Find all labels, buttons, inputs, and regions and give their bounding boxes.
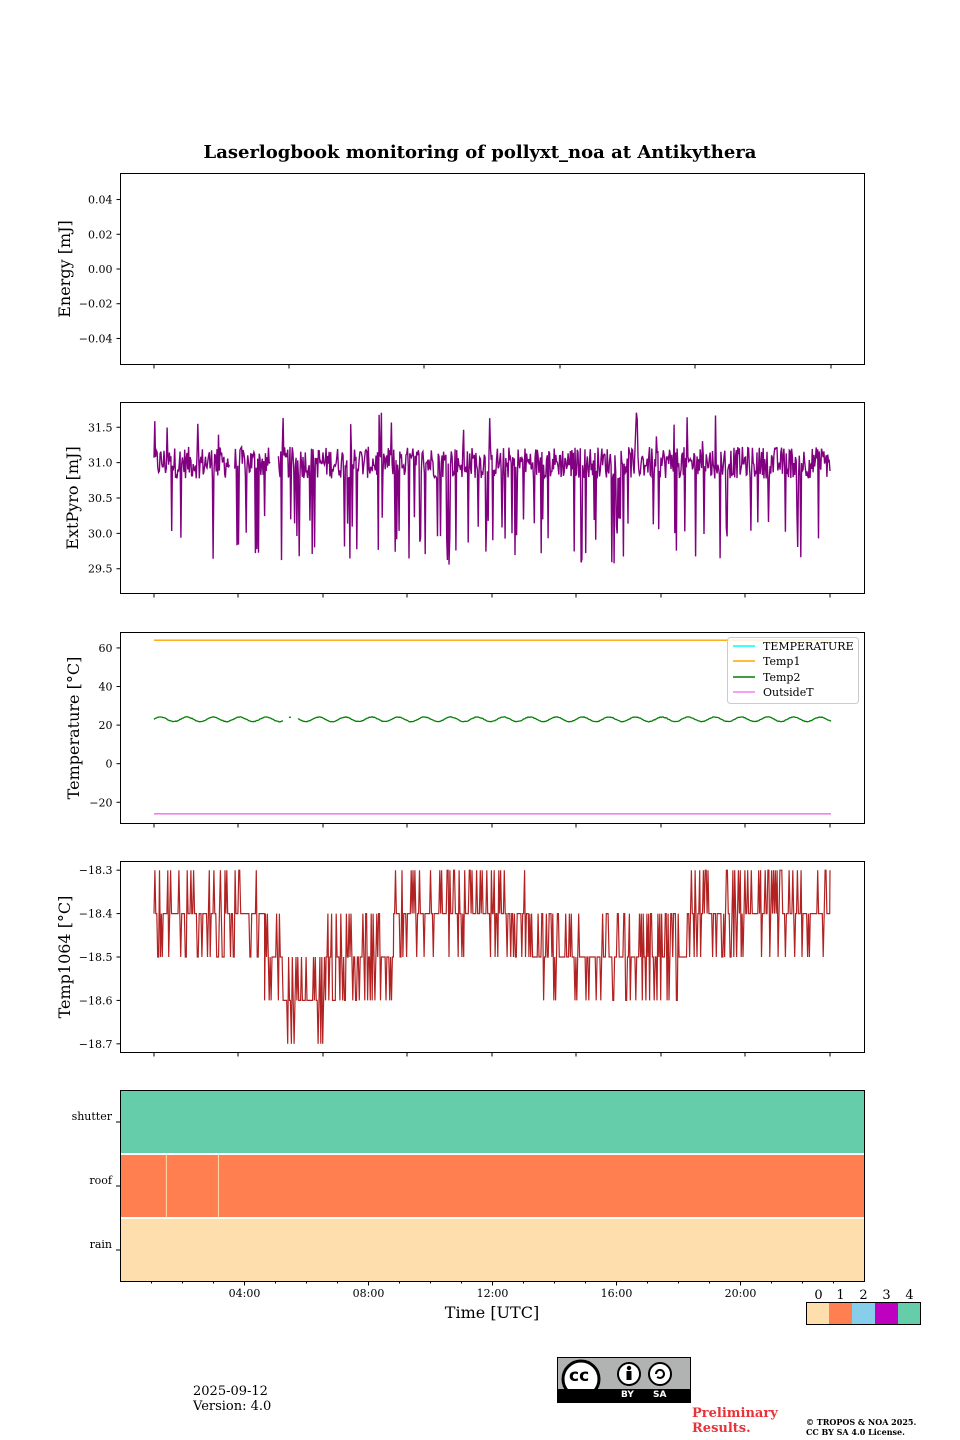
- legend-box: [727, 637, 859, 704]
- temp2-series-line: [153, 715, 832, 723]
- extpyro-ytick-label: 31.5: [88, 421, 113, 434]
- temperature-ylabel: Temperature [°C]: [64, 657, 83, 800]
- copyright-line2: CC BY SA 4.0 License.: [806, 1427, 905, 1437]
- colorbar-label: 1: [836, 1288, 844, 1303]
- extpyro-series-line: [153, 412, 831, 565]
- preliminary-note-line2: Results.: [692, 1421, 751, 1436]
- figure-title: Laserlogbook monitoring of pollyxt_noa a…: [204, 142, 757, 163]
- temp1064-series-line: [153, 869, 831, 1044]
- colorbar-swatch: [852, 1302, 875, 1325]
- cc-license-badge: cc BY SA: [557, 1357, 691, 1403]
- temperature-ytick-label: 0: [106, 758, 113, 771]
- legend-label-temp1: Temp1: [763, 655, 800, 668]
- colorbar-label: 0: [814, 1288, 822, 1303]
- status-label-rain: rain: [90, 1238, 112, 1251]
- status-xtick-label: 04:00: [229, 1287, 261, 1300]
- cc-sa-label: SA: [653, 1390, 667, 1400]
- temperature-ytick-label: −20: [89, 796, 112, 809]
- footer-date: 2025-09-12: [193, 1384, 268, 1399]
- energy-ylabel: Energy [mJ]: [55, 220, 74, 318]
- status-xtick-label: 12:00: [477, 1287, 509, 1300]
- panel-temperature: Temperature [°C] 60 40 20 0 −20 TEMPERATURE …: [64, 632, 865, 828]
- panel-temp1064: Temp1064 [°C] −18.3 −18.4 −18.5 −18.6 −18.7: [55, 861, 865, 1057]
- temp1064-ytick-label: −18.4: [79, 908, 113, 921]
- energy-ytick-label: −0.02: [79, 298, 113, 311]
- temperature-ytick-label: 40: [99, 681, 113, 694]
- status-xlabel: Time [UTC]: [445, 1303, 539, 1322]
- extpyro-ylabel: ExtPyro [mJ]: [63, 446, 82, 549]
- energy-ytick-label: 0.02: [88, 228, 113, 241]
- colorbar-swatch: [875, 1302, 898, 1325]
- colorbar-swatch: [829, 1302, 852, 1325]
- status-xtick-label: 20:00: [725, 1287, 757, 1300]
- cc-bar: BY SA: [558, 1389, 690, 1402]
- status-label-shutter: shutter: [72, 1110, 113, 1123]
- status-label-roof: roof: [89, 1174, 113, 1187]
- colorbar-frame: [806, 1302, 921, 1325]
- temperature-ytick-label: 20: [99, 719, 113, 732]
- preliminary-note-line1: Preliminary: [692, 1406, 778, 1421]
- temperature-legend: TEMPERATURE Temp1 Temp2 OutsideT: [727, 637, 859, 704]
- colorbar-swatch: [898, 1302, 921, 1325]
- status-row-shutter: [121, 1091, 864, 1153]
- extpyro-ytick-label: 30.5: [88, 492, 113, 505]
- temp1064-ylabel: Temp1064 [°C]: [55, 896, 74, 1019]
- legend-label-temperature: TEMPERATURE: [763, 640, 854, 653]
- footer-version: Version: 4.0: [193, 1399, 272, 1414]
- panel-energy: Energy [mJ] 0.04 0.02 0.00 −0.02 −0.04: [55, 173, 865, 369]
- status-xtick-label: 08:00: [353, 1287, 385, 1300]
- colorbar-label: 3: [882, 1288, 890, 1303]
- cc-logo-text: cc: [569, 1366, 590, 1386]
- status-row-roof: [121, 1155, 864, 1217]
- temp1064-ytick-label: −18.5: [79, 951, 113, 964]
- energy-ytick-label: −0.04: [79, 332, 113, 345]
- copyright-line1: © TROPOS & NOA 2025.: [806, 1417, 917, 1427]
- temp1064-axes-frame: [120, 861, 865, 1053]
- energy-ytick-label: 0.04: [88, 194, 113, 207]
- extpyro-ytick-label: 29.5: [88, 563, 113, 576]
- panel-status: shutter roof rain 04:00 08:00 12:00 16:00 20…: [72, 1090, 865, 1322]
- panel-extpyro: ExtPyro [mJ] 31.5 31.0 30.5 30.0 29.5: [63, 402, 865, 598]
- extpyro-ytick-label: 30.0: [88, 527, 113, 540]
- status-row-rain: [121, 1219, 864, 1281]
- temp1064-ytick-label: −18.3: [79, 864, 113, 877]
- temp1064-ytick-label: −18.7: [79, 1038, 113, 1051]
- colorbar-swatch: [806, 1302, 829, 1325]
- energy-axes-frame: [120, 173, 865, 365]
- temperature-ytick-label: 60: [99, 642, 113, 655]
- temp1064-ytick-label: −18.6: [79, 994, 113, 1007]
- legend-label-outsidet: OutsideT: [763, 686, 814, 699]
- colorbar-label: 4: [905, 1288, 913, 1303]
- extpyro-ytick-label: 31.0: [88, 457, 113, 470]
- energy-ytick-label: 0.00: [88, 263, 113, 276]
- colorbar-label: 2: [859, 1288, 867, 1303]
- cc-by-label: BY: [621, 1390, 634, 1400]
- legend-label-temp2: Temp2: [763, 671, 800, 684]
- status-xtick-label: 16:00: [601, 1287, 633, 1300]
